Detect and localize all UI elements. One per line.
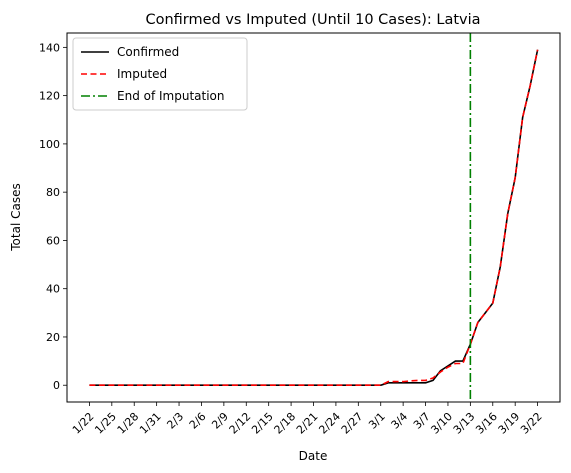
y-axis-label: Total Cases bbox=[9, 183, 23, 251]
chart-title: Confirmed vs Imputed (Until 10 Cases): L… bbox=[145, 12, 480, 28]
y-tick-label: 120 bbox=[39, 90, 60, 103]
y-tick-label: 40 bbox=[46, 283, 60, 296]
x-axis-label: Date bbox=[299, 449, 328, 463]
legend-imputed-label: Imputed bbox=[117, 67, 167, 81]
y-tick-label: 60 bbox=[46, 234, 60, 247]
legend-box bbox=[72, 37, 248, 111]
y-tick-label: 100 bbox=[39, 138, 60, 151]
y-tick-label: 20 bbox=[46, 331, 60, 344]
series-line-imputed bbox=[89, 49, 539, 387]
y-axis: 0 20 40 60 80 100 120 140 bbox=[39, 41, 67, 392]
legend-end-of-imputation-label: End of Imputation bbox=[117, 89, 225, 103]
y-tick-label: 140 bbox=[39, 41, 60, 54]
legend-confirmed-label: Confirmed bbox=[117, 45, 179, 59]
legend: Confirmed Imputed End of Imputation bbox=[72, 37, 248, 111]
plot-content bbox=[89, 33, 539, 402]
y-tick-label: 80 bbox=[46, 186, 60, 199]
y-tick-label: 0 bbox=[53, 379, 60, 392]
